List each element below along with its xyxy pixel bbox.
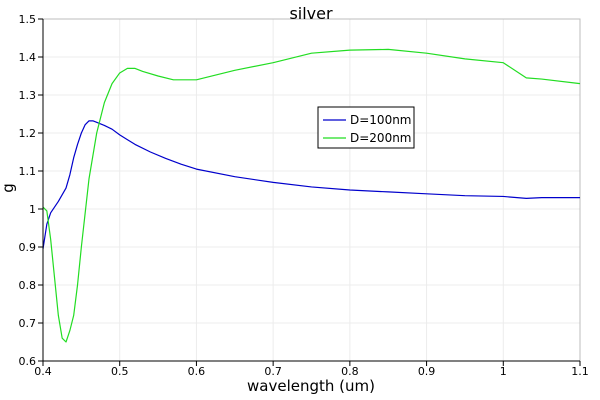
- x-tick-label: 0.8: [341, 365, 359, 378]
- y-tick-label: 0.7: [19, 317, 37, 330]
- y-tick-label: 0.8: [19, 279, 37, 292]
- y-tick-label: 1.3: [19, 89, 37, 102]
- y-tick-label: 0.6: [19, 355, 37, 368]
- legend-label-d100: D=100nm: [350, 113, 412, 127]
- x-tick-label: 0.7: [264, 365, 282, 378]
- y-axis-title: g: [0, 183, 17, 193]
- y-axis-ticks: 0.6 0.7 0.8 0.9 1 1.1 1.2 1.3 1.4 1.5: [19, 13, 580, 368]
- x-axis-ticks: 0.4 0.5 0.6 0.7 0.8 0.9 1 1.1: [34, 361, 589, 378]
- y-tick-label: 1: [29, 203, 36, 216]
- y-tick-label: 1.2: [19, 127, 37, 140]
- x-tick-label: 0.9: [418, 365, 436, 378]
- x-tick-label: 0.6: [188, 365, 206, 378]
- x-axis-title: wavelength (um): [247, 377, 375, 395]
- legend: D=100nm D=200nm: [317, 106, 415, 149]
- y-tick-label: 1.4: [19, 51, 37, 64]
- x-tick-label: 1: [500, 365, 507, 378]
- legend-label-d200: D=200nm: [350, 131, 412, 145]
- y-tick-label: 0.9: [19, 241, 37, 254]
- x-tick-label: 0.4: [34, 365, 52, 378]
- x-tick-label: 1.1: [571, 365, 589, 378]
- chart-title: silver: [289, 4, 333, 23]
- y-tick-label: 1.5: [19, 13, 37, 26]
- series-line-d200: [42, 48, 581, 343]
- series-line-d100: [42, 120, 580, 249]
- y-tick-label: 1.1: [19, 165, 37, 178]
- x-tick-label: 0.5: [111, 365, 129, 378]
- legend-box: [317, 106, 415, 149]
- series-layer: [42, 48, 581, 343]
